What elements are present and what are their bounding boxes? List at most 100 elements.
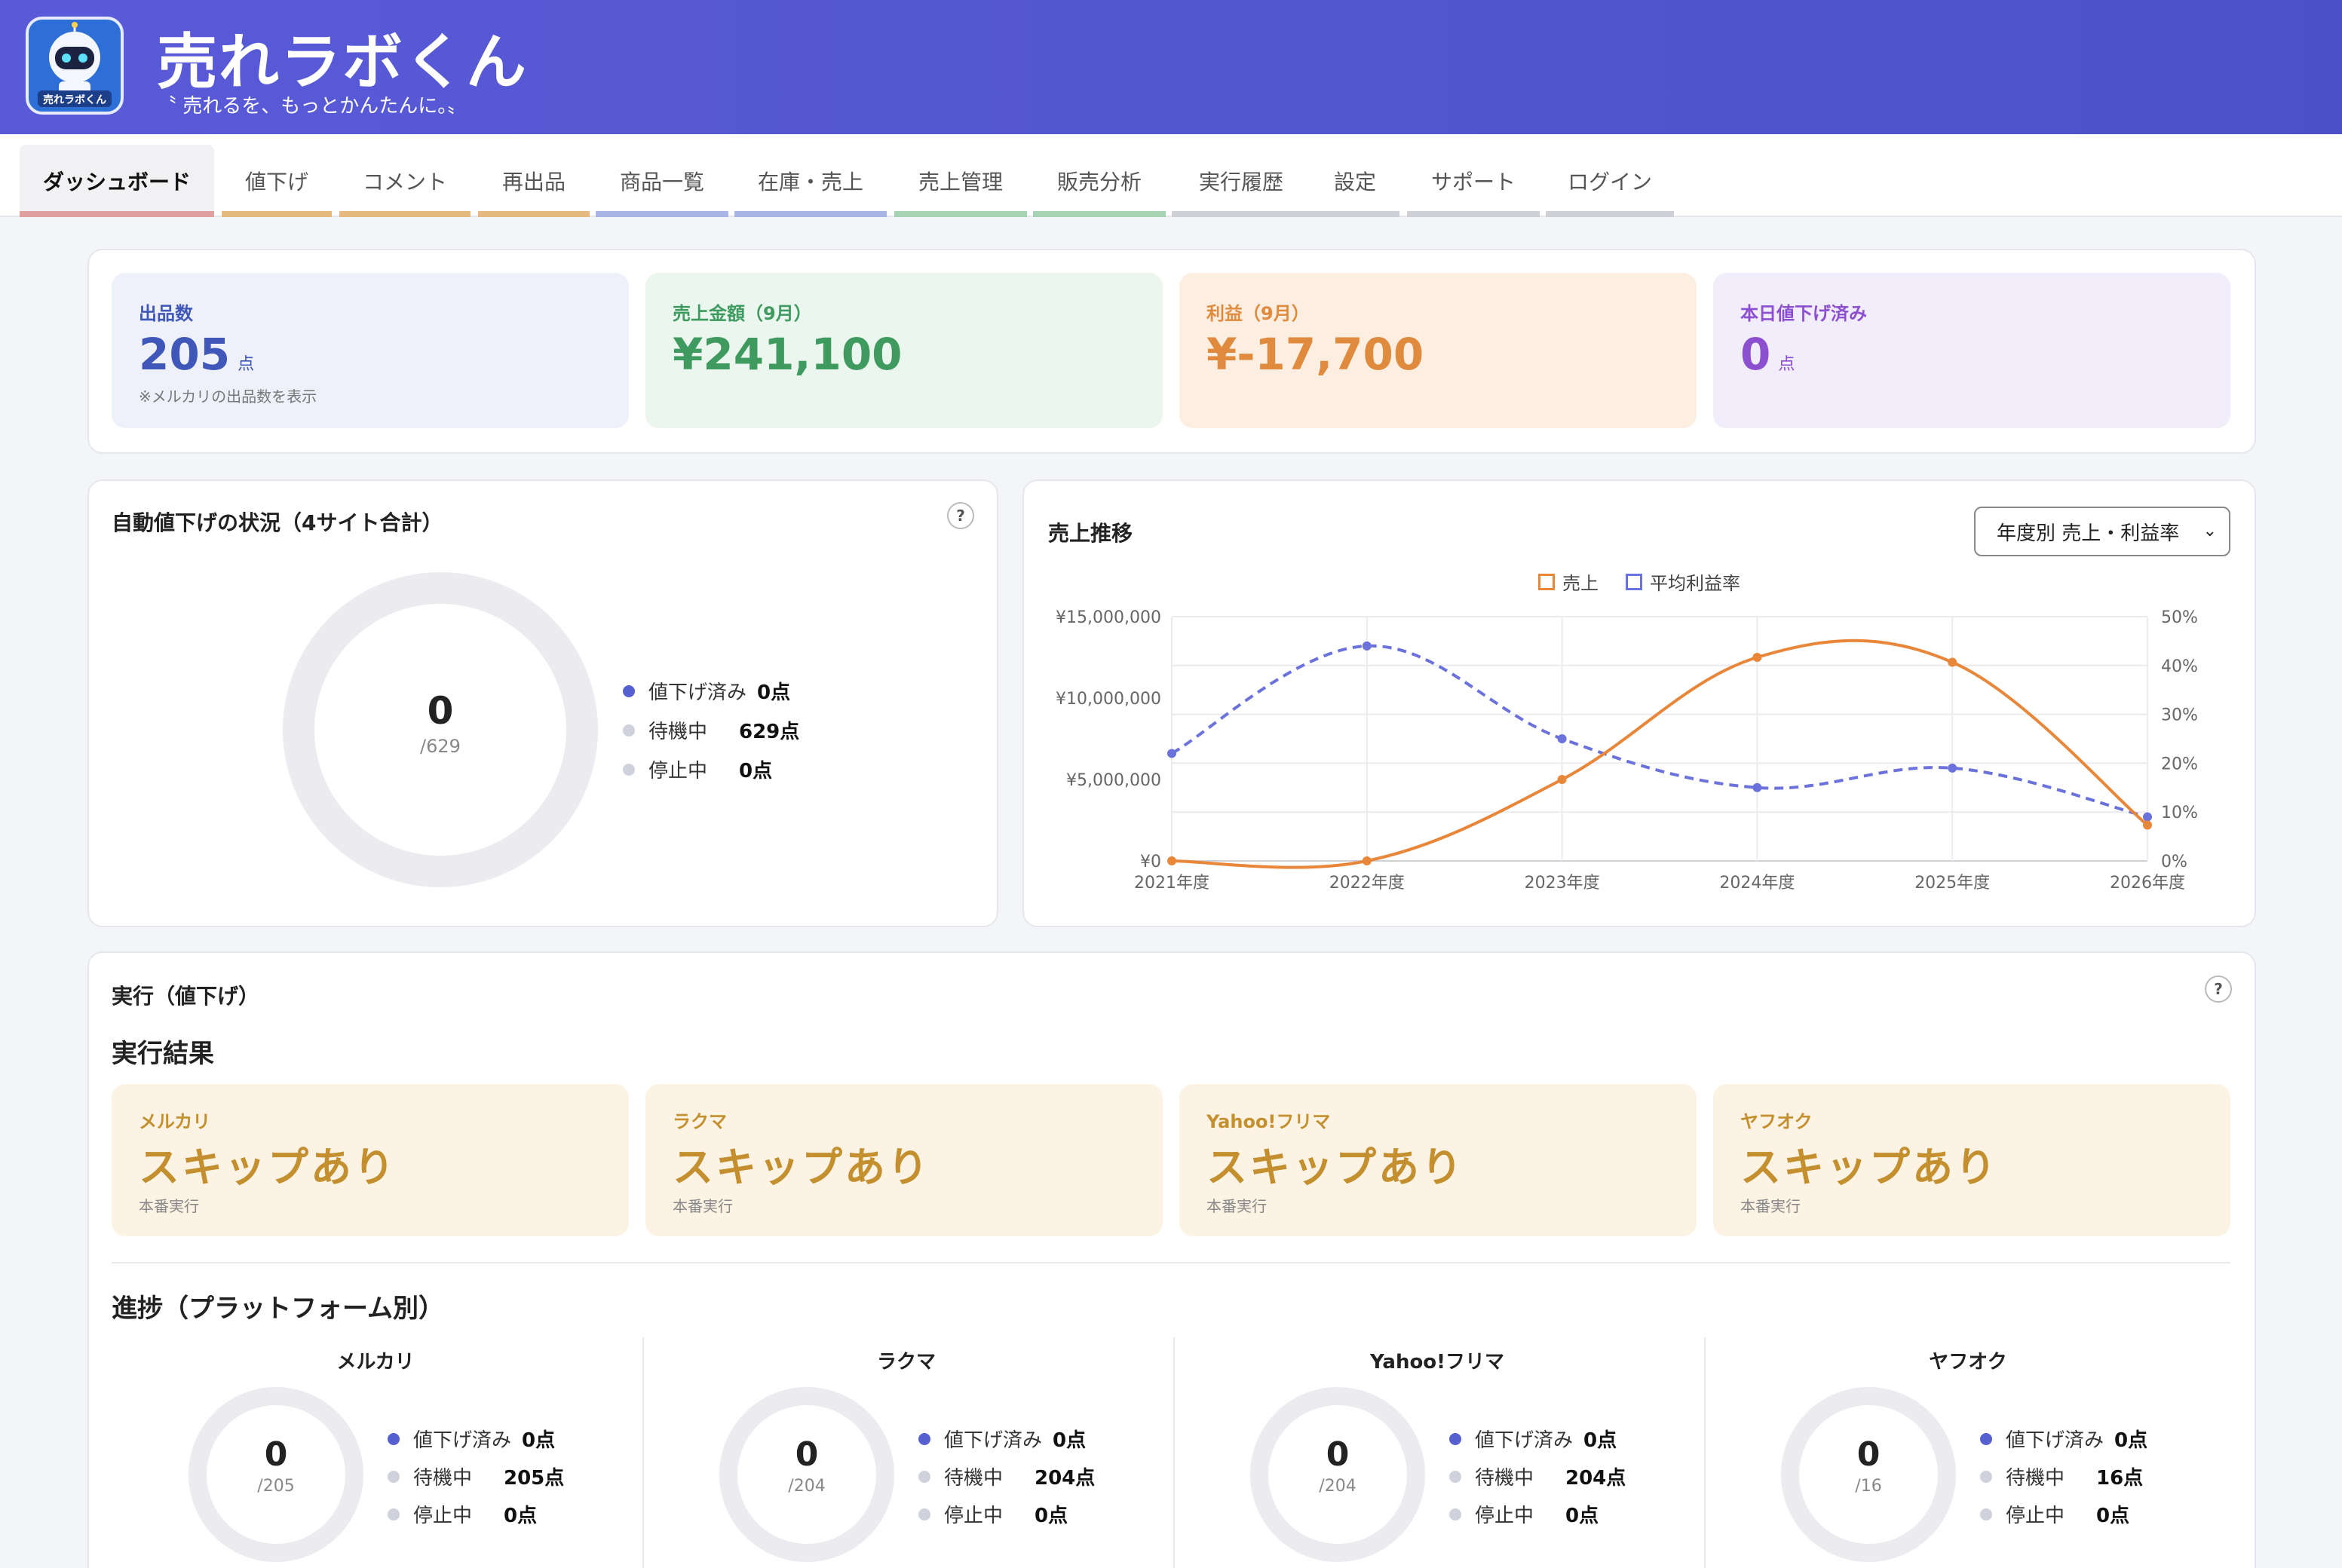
platform-done-count: 0	[1856, 1435, 1881, 1474]
tab-execution-history[interactable]: 実行履歴	[1172, 145, 1310, 217]
tab-price-down[interactable]: 値下げ	[222, 145, 332, 217]
platform-total-count: /205	[257, 1477, 295, 1496]
stat-unit: 点	[238, 355, 255, 374]
result-card-yahoo-auction: ヤフオク スキップあり 本番実行	[1713, 1084, 2230, 1236]
legend-dot	[1449, 1470, 1461, 1483]
tab-sales-management[interactable]: 売上管理	[894, 145, 1027, 217]
tab-label: 売上管理	[918, 170, 1003, 194]
result-card-rakuma: ラクマ スキップあり 本番実行	[645, 1084, 1163, 1236]
x-tick: 2025年度	[1914, 874, 1990, 893]
data-point-margin	[2143, 812, 2152, 822]
legend-margin-swatch	[1626, 573, 1642, 590]
legend-label: 停止中	[2006, 1505, 2065, 1527]
legend-value: 0点	[1035, 1505, 1068, 1527]
stat-card-sales-amount: 売上金額（9月） ¥241,100	[645, 273, 1163, 428]
platform-done-count: 0	[264, 1435, 288, 1474]
stat-unit: 点	[1778, 355, 1795, 374]
platform-legend-done: 値下げ済み 0点	[1449, 1425, 1617, 1453]
series-line-sales	[1171, 639, 2149, 869]
platform-name-rakuma: ラクマ	[876, 1351, 936, 1374]
auto-done-count: 0	[427, 689, 454, 733]
stat-value-wrap: ¥241,100	[673, 329, 903, 380]
trend-mode-select[interactable]: 年度別 売上・利益率 ⌄	[1974, 507, 2230, 556]
data-point-margin	[1752, 782, 1762, 792]
result-site: ヤフオク	[1740, 1111, 1813, 1132]
logo-label: 売れラボくん	[43, 93, 106, 106]
chart-legend: 売上 平均利益率	[1538, 568, 1740, 595]
legend-label: 待機中	[648, 721, 708, 743]
donut-ring	[719, 1387, 894, 1562]
legend-label: 待機中	[413, 1467, 473, 1490]
tab-label: 商品一覧	[619, 170, 704, 194]
tab-underline	[339, 211, 471, 217]
x-tick: 2022年度	[1329, 874, 1405, 893]
platform-done-count: 0	[795, 1435, 819, 1474]
platform-name-yahoo-auction: ヤフオク	[1929, 1351, 2007, 1374]
legend-label: 値下げ済み	[648, 681, 747, 704]
results-title: 実行結果	[112, 1039, 214, 1069]
tab-item-list[interactable]: 商品一覧	[596, 145, 728, 217]
tab-login[interactable]: ログイン	[1546, 145, 1674, 217]
platform-name-yahoo-flea: Yahoo!フリマ	[1369, 1351, 1505, 1374]
help-icon[interactable]: ?	[947, 502, 974, 529]
platform-divider	[1173, 1337, 1175, 1568]
tab-relist[interactable]: 再出品	[478, 145, 590, 217]
platform-donut-mercari	[189, 1387, 363, 1562]
stat-value: ¥-17,700	[1206, 329, 1424, 380]
series-line-margin	[1171, 644, 2148, 819]
section-divider	[112, 1262, 2230, 1263]
platform-done-count: 0	[1326, 1435, 1350, 1474]
stat-value: 205	[139, 329, 231, 380]
legend-sales-label[interactable]: 売上	[1562, 573, 1599, 594]
tab-label: サポート	[1430, 170, 1516, 194]
result-state: スキップあり	[139, 1144, 397, 1191]
platform-legend-wait: 待機中 204点	[918, 1462, 1095, 1490]
tab-underline	[1033, 211, 1166, 217]
legend-dot	[918, 1470, 930, 1483]
stat-label: 利益（9月）	[1206, 303, 1310, 324]
legend-dot	[918, 1508, 930, 1521]
result-mode: 本番実行	[139, 1197, 199, 1215]
tab-support[interactable]: サポート	[1407, 145, 1540, 217]
data-point-margin	[1557, 734, 1567, 743]
tab-comment[interactable]: コメント	[339, 145, 471, 217]
sales-trend-title: 売上推移	[1048, 521, 1133, 546]
robot-mascot-icon[interactable]: 売れラボくん	[26, 17, 124, 115]
platform-legend-done: 値下げ済み 0点	[388, 1425, 555, 1453]
tab-label: ダッシュボード	[42, 170, 191, 194]
tab-underline	[894, 211, 1027, 217]
result-mode: 本番実行	[1206, 1197, 1267, 1215]
tab-label: 実行履歴	[1198, 170, 1283, 194]
y-right-tick: 0%	[2161, 853, 2187, 871]
tab-label: 設定	[1333, 170, 1376, 194]
data-point-sales	[1557, 775, 1567, 784]
platform-donut-yahoo-flea	[1250, 1387, 1425, 1562]
tab-underline	[20, 211, 214, 217]
legend-dot	[1449, 1508, 1461, 1521]
stat-card-profit: 利益（9月） ¥-17,700	[1179, 273, 1697, 428]
tab-settings[interactable]: 設定	[1310, 145, 1399, 217]
legend-value: 0点	[2114, 1429, 2148, 1452]
tab-inventory-sales[interactable]: 在庫・売上	[734, 145, 887, 217]
result-site: Yahoo!フリマ	[1206, 1111, 1331, 1132]
donut-ring	[189, 1387, 363, 1562]
tab-underline	[1407, 211, 1540, 217]
help-icon[interactable]: ?	[2205, 975, 2232, 1003]
legend-dot	[1980, 1432, 1992, 1445]
legend-value: 629点	[739, 721, 800, 743]
brand-title: 売れラボくん	[157, 27, 528, 97]
legend-dot	[1980, 1508, 1992, 1521]
legend-value: 0点	[2096, 1505, 2130, 1527]
tab-label: 在庫・売上	[757, 170, 863, 194]
tab-label: 再出品	[501, 170, 566, 194]
tab-sales-analysis[interactable]: 販売分析	[1033, 145, 1166, 217]
legend-margin-label[interactable]: 平均利益率	[1650, 573, 1740, 594]
result-mode: 本番実行	[1740, 1197, 1801, 1215]
platform-center: 0/205	[223, 1435, 329, 1496]
platform-legend-stop: 停止中 0点	[1980, 1500, 2129, 1528]
legend-value: 0点	[757, 681, 791, 704]
legend-dot	[1980, 1470, 1992, 1483]
tab-underline	[1310, 211, 1399, 217]
tab-dashboard[interactable]: ダッシュボード	[20, 145, 214, 217]
platform-legend-wait: 待機中 16点	[1980, 1462, 2143, 1490]
